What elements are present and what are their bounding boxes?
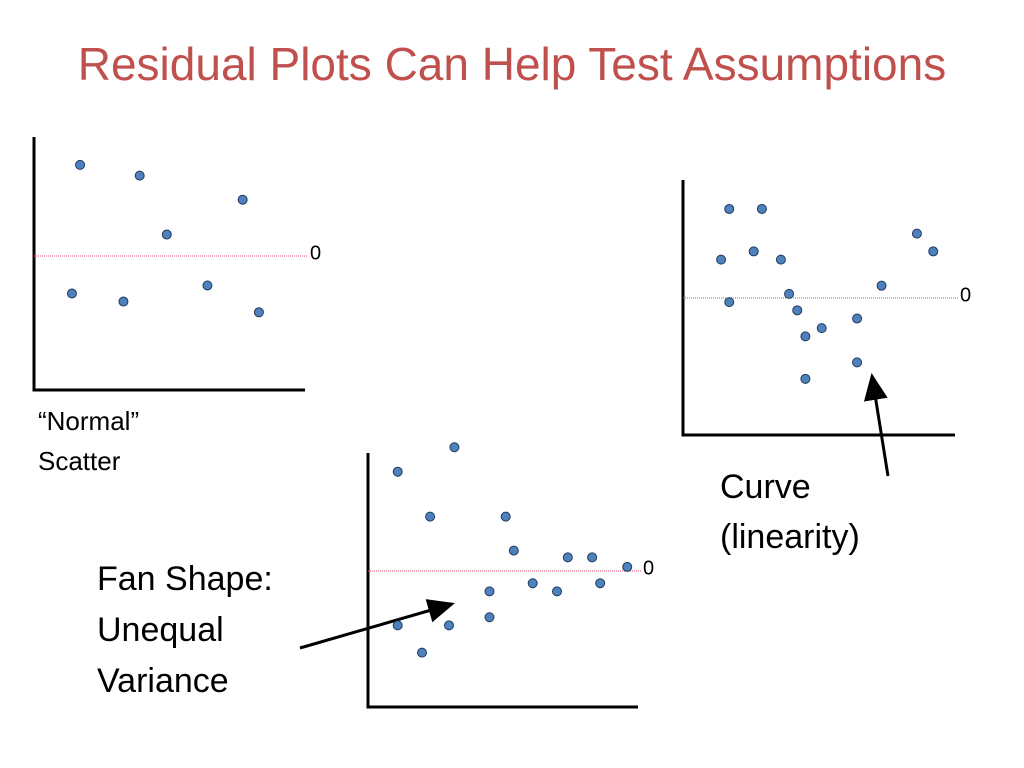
point <box>508 545 519 556</box>
zero-label: 0 <box>310 242 321 264</box>
point <box>800 373 811 384</box>
point <box>392 466 403 477</box>
annotation: Scatter <box>38 446 121 476</box>
point <box>392 620 403 631</box>
point <box>75 159 86 170</box>
point <box>716 254 727 265</box>
point <box>724 297 735 308</box>
point <box>562 552 573 563</box>
point <box>527 578 538 589</box>
point <box>552 586 562 597</box>
point <box>775 254 786 265</box>
point <box>724 203 735 214</box>
point <box>587 552 598 563</box>
point <box>792 305 803 316</box>
annotation: Unequal <box>97 611 224 649</box>
point <box>202 280 213 291</box>
annotation: Fan Shape: <box>97 560 273 598</box>
point <box>417 647 427 658</box>
point <box>253 307 264 318</box>
point <box>449 442 460 453</box>
point <box>595 578 606 589</box>
zero-label: 0 <box>643 557 654 579</box>
point <box>622 561 633 572</box>
point <box>816 323 827 334</box>
point <box>852 313 863 324</box>
point <box>118 296 129 307</box>
point <box>748 246 759 257</box>
point <box>784 288 795 299</box>
point <box>444 620 454 631</box>
point <box>911 228 922 239</box>
point <box>425 511 436 522</box>
annotation: Variance <box>97 662 229 700</box>
point <box>484 612 495 623</box>
point <box>756 203 767 214</box>
point <box>800 331 811 342</box>
annotation: (linearity) <box>720 518 860 556</box>
point <box>876 280 887 291</box>
slide-title: Residual Plots Can Help Test Assumptions <box>78 38 946 90</box>
arrow <box>299 599 455 650</box>
zero-label: 0 <box>960 284 971 306</box>
arrow <box>863 373 890 477</box>
point <box>237 194 248 205</box>
point <box>928 246 939 257</box>
point <box>484 586 495 597</box>
point <box>66 288 77 299</box>
annotation: “Normal” <box>38 406 139 436</box>
point <box>134 170 145 181</box>
annotation: Curve <box>720 468 811 506</box>
point <box>161 229 172 240</box>
point <box>852 357 863 368</box>
point <box>500 511 511 522</box>
